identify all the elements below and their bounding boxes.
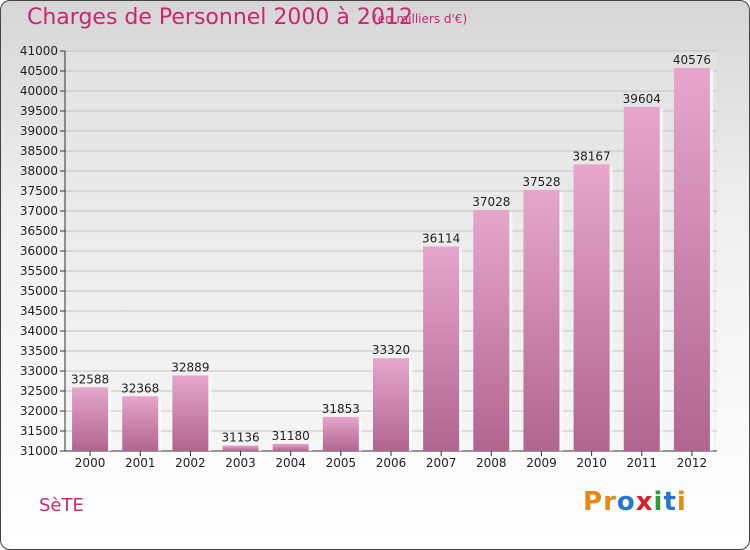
x-tick-label: 2002 xyxy=(175,456,206,470)
y-tick-label: 37500 xyxy=(20,184,58,198)
bar xyxy=(222,445,259,451)
logo-letter: x xyxy=(635,487,654,517)
bar-value-label: 40576 xyxy=(673,53,711,67)
bar xyxy=(523,189,560,451)
bar-value-label: 31136 xyxy=(221,431,259,445)
bar xyxy=(573,164,610,451)
bar-value-label: 32368 xyxy=(121,381,159,395)
x-tick-label: 2004 xyxy=(275,456,306,470)
y-tick-label: 34500 xyxy=(20,304,58,318)
bar-value-label: 31180 xyxy=(272,429,310,443)
y-tick-label: 31000 xyxy=(20,444,58,458)
x-tick-label: 2001 xyxy=(125,456,156,470)
bar xyxy=(322,416,359,451)
y-tick-label: 41000 xyxy=(20,44,58,58)
bar xyxy=(172,375,209,451)
bar xyxy=(673,67,710,452)
logo-letter: t xyxy=(663,487,677,517)
y-tick-label: 33500 xyxy=(20,344,58,358)
y-tick-label: 35000 xyxy=(20,284,58,298)
y-tick-label: 32500 xyxy=(20,384,58,398)
bar xyxy=(373,358,409,451)
x-tick-label: 2009 xyxy=(526,456,557,470)
y-tick-label: 37000 xyxy=(20,204,58,218)
bar-value-label: 39604 xyxy=(623,92,661,106)
y-tick-label: 31500 xyxy=(20,424,58,438)
x-tick-label: 2008 xyxy=(476,456,507,470)
y-tick-label: 39000 xyxy=(20,124,58,138)
bar-value-label: 36114 xyxy=(422,231,460,245)
proxiti-logo: Proxiti xyxy=(583,487,687,517)
x-tick-label: 2011 xyxy=(626,456,657,470)
y-tick-label: 35500 xyxy=(20,264,58,278)
bar-value-label: 37028 xyxy=(472,195,510,209)
logo-letter: i xyxy=(676,487,687,517)
y-tick-label: 40500 xyxy=(20,64,58,78)
y-tick-label: 38500 xyxy=(20,144,58,158)
logo-letter: o xyxy=(616,487,636,517)
bar-value-label: 32588 xyxy=(71,372,109,386)
y-tick-label: 36500 xyxy=(20,224,58,238)
x-tick-label: 2005 xyxy=(326,456,357,470)
bar xyxy=(473,209,510,451)
x-tick-label: 2006 xyxy=(376,456,407,470)
chart-subtitle: (en milliers d'€) xyxy=(373,12,468,26)
logo-letter: r xyxy=(603,487,617,517)
x-tick-label: 2000 xyxy=(75,456,106,470)
y-tick-label: 39500 xyxy=(20,104,58,118)
bar xyxy=(272,443,309,451)
y-tick-label: 40000 xyxy=(20,84,58,98)
bar-value-label: 31853 xyxy=(322,402,360,416)
y-tick-label: 38000 xyxy=(20,164,58,178)
logo-letter: i xyxy=(653,487,664,517)
bar-value-label: 38167 xyxy=(573,149,611,163)
x-tick-label: 2012 xyxy=(677,456,708,470)
bar xyxy=(122,396,159,451)
bar xyxy=(623,106,660,451)
x-tick-label: 2010 xyxy=(576,456,607,470)
bar-value-label: 37528 xyxy=(522,175,560,189)
bar-value-label: 32889 xyxy=(171,360,209,374)
bar-value-label: 33320 xyxy=(372,343,410,357)
bar xyxy=(72,387,109,451)
x-tick-label: 2003 xyxy=(225,456,256,470)
y-tick-label: 33000 xyxy=(20,364,58,378)
chart-title: Charges de Personnel 2000 à 2012 xyxy=(27,5,413,30)
x-tick-label: 2007 xyxy=(426,456,457,470)
y-tick-label: 32000 xyxy=(20,404,58,418)
logo-letter: P xyxy=(583,487,604,517)
y-tick-label: 36000 xyxy=(20,244,58,258)
city-name: SèTE xyxy=(39,495,84,516)
y-tick-label: 34000 xyxy=(20,324,58,338)
bar xyxy=(423,246,460,451)
